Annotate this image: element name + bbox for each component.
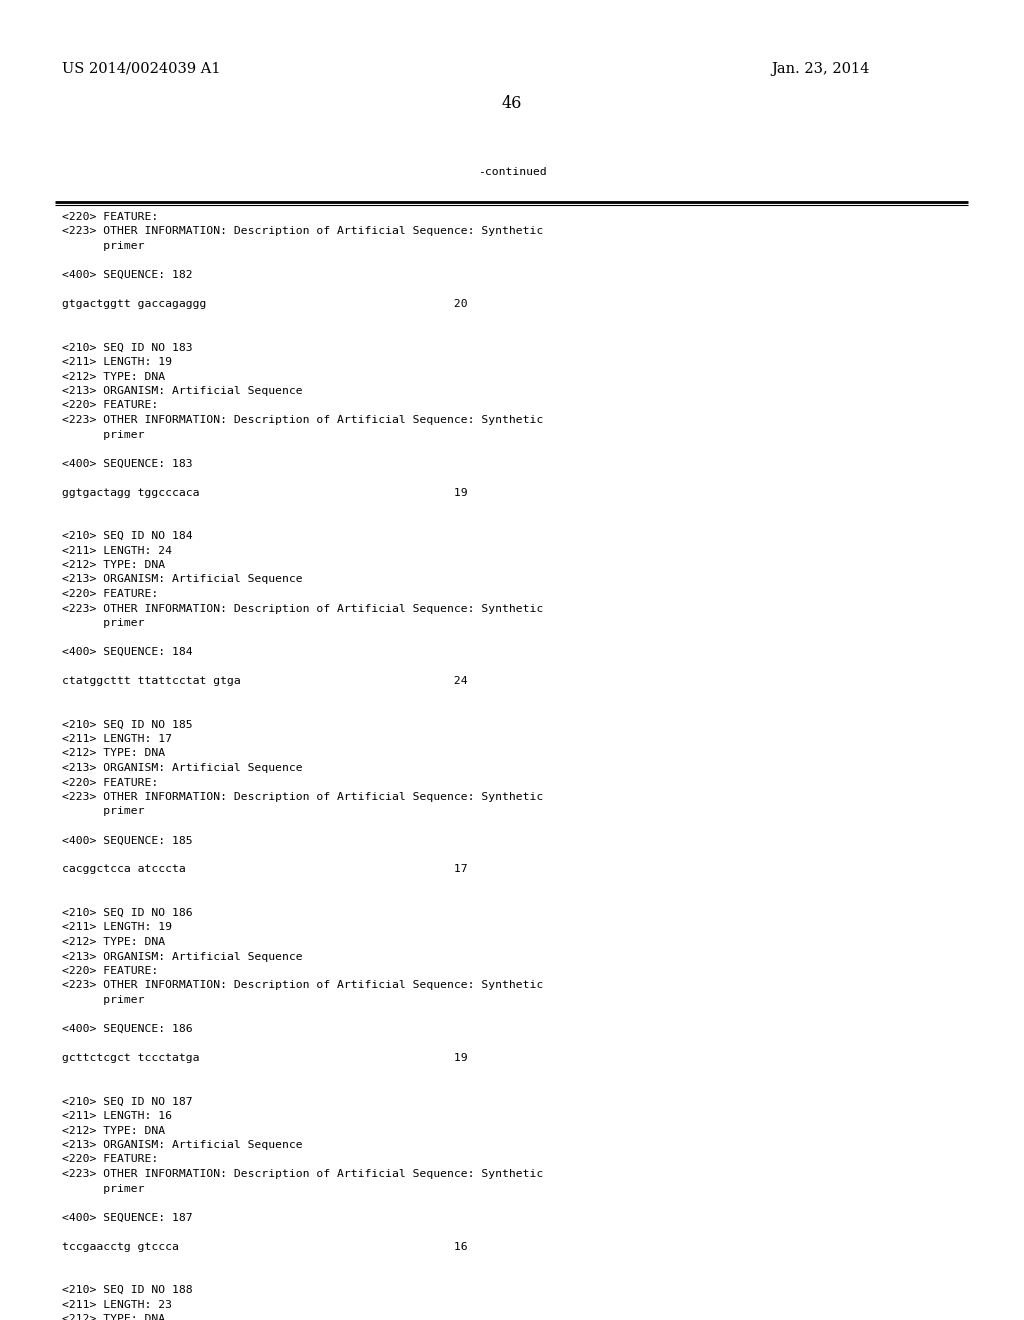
- Text: 46: 46: [502, 95, 522, 112]
- Text: primer: primer: [62, 1184, 144, 1193]
- Text: <223> OTHER INFORMATION: Description of Artificial Sequence: Synthetic: <223> OTHER INFORMATION: Description of …: [62, 414, 544, 425]
- Text: <220> FEATURE:: <220> FEATURE:: [62, 589, 159, 599]
- Text: tccgaacctg gtccca                                        16: tccgaacctg gtccca 16: [62, 1242, 468, 1251]
- Text: <400> SEQUENCE: 185: <400> SEQUENCE: 185: [62, 836, 193, 846]
- Text: <210> SEQ ID NO 184: <210> SEQ ID NO 184: [62, 531, 193, 541]
- Text: gcttctcgct tccctatga                                     19: gcttctcgct tccctatga 19: [62, 1053, 468, 1063]
- Text: <220> FEATURE:: <220> FEATURE:: [62, 777, 159, 788]
- Text: <213> ORGANISM: Artificial Sequence: <213> ORGANISM: Artificial Sequence: [62, 952, 303, 961]
- Text: <211> LENGTH: 16: <211> LENGTH: 16: [62, 1111, 172, 1121]
- Text: primer: primer: [62, 242, 144, 251]
- Text: <212> TYPE: DNA: <212> TYPE: DNA: [62, 560, 165, 570]
- Text: gtgactggtt gaccagaggg                                    20: gtgactggtt gaccagaggg 20: [62, 300, 468, 309]
- Text: <213> ORGANISM: Artificial Sequence: <213> ORGANISM: Artificial Sequence: [62, 385, 303, 396]
- Text: <213> ORGANISM: Artificial Sequence: <213> ORGANISM: Artificial Sequence: [62, 763, 303, 774]
- Text: <400> SEQUENCE: 184: <400> SEQUENCE: 184: [62, 647, 193, 657]
- Text: <212> TYPE: DNA: <212> TYPE: DNA: [62, 1126, 165, 1135]
- Text: primer: primer: [62, 995, 144, 1005]
- Text: <212> TYPE: DNA: <212> TYPE: DNA: [62, 1313, 165, 1320]
- Text: <211> LENGTH: 17: <211> LENGTH: 17: [62, 734, 172, 744]
- Text: <212> TYPE: DNA: <212> TYPE: DNA: [62, 371, 165, 381]
- Text: <223> OTHER INFORMATION: Description of Artificial Sequence: Synthetic: <223> OTHER INFORMATION: Description of …: [62, 603, 544, 614]
- Text: <223> OTHER INFORMATION: Description of Artificial Sequence: Synthetic: <223> OTHER INFORMATION: Description of …: [62, 792, 544, 803]
- Text: -continued: -continued: [477, 168, 547, 177]
- Text: <210> SEQ ID NO 183: <210> SEQ ID NO 183: [62, 342, 193, 352]
- Text: <220> FEATURE:: <220> FEATURE:: [62, 213, 159, 222]
- Text: <211> LENGTH: 24: <211> LENGTH: 24: [62, 545, 172, 556]
- Text: primer: primer: [62, 429, 144, 440]
- Text: <213> ORGANISM: Artificial Sequence: <213> ORGANISM: Artificial Sequence: [62, 574, 303, 585]
- Text: <210> SEQ ID NO 187: <210> SEQ ID NO 187: [62, 1097, 193, 1106]
- Text: ggtgactagg tggcccaca                                     19: ggtgactagg tggcccaca 19: [62, 487, 468, 498]
- Text: <211> LENGTH: 23: <211> LENGTH: 23: [62, 1299, 172, 1309]
- Text: <210> SEQ ID NO 185: <210> SEQ ID NO 185: [62, 719, 193, 730]
- Text: ctatggcttt ttattcctat gtga                               24: ctatggcttt ttattcctat gtga 24: [62, 676, 468, 686]
- Text: cacggctcca atcccta                                       17: cacggctcca atcccta 17: [62, 865, 468, 874]
- Text: primer: primer: [62, 807, 144, 817]
- Text: <210> SEQ ID NO 186: <210> SEQ ID NO 186: [62, 908, 193, 917]
- Text: <220> FEATURE:: <220> FEATURE:: [62, 1155, 159, 1164]
- Text: <223> OTHER INFORMATION: Description of Artificial Sequence: Synthetic: <223> OTHER INFORMATION: Description of …: [62, 227, 544, 236]
- Text: <400> SEQUENCE: 186: <400> SEQUENCE: 186: [62, 1024, 193, 1034]
- Text: <212> TYPE: DNA: <212> TYPE: DNA: [62, 748, 165, 759]
- Text: <213> ORGANISM: Artificial Sequence: <213> ORGANISM: Artificial Sequence: [62, 1140, 303, 1150]
- Text: <211> LENGTH: 19: <211> LENGTH: 19: [62, 356, 172, 367]
- Text: <210> SEQ ID NO 188: <210> SEQ ID NO 188: [62, 1284, 193, 1295]
- Text: <223> OTHER INFORMATION: Description of Artificial Sequence: Synthetic: <223> OTHER INFORMATION: Description of …: [62, 1170, 544, 1179]
- Text: <220> FEATURE:: <220> FEATURE:: [62, 400, 159, 411]
- Text: <220> FEATURE:: <220> FEATURE:: [62, 966, 159, 975]
- Text: Jan. 23, 2014: Jan. 23, 2014: [772, 62, 870, 77]
- Text: US 2014/0024039 A1: US 2014/0024039 A1: [62, 62, 220, 77]
- Text: <212> TYPE: DNA: <212> TYPE: DNA: [62, 937, 165, 946]
- Text: <400> SEQUENCE: 187: <400> SEQUENCE: 187: [62, 1213, 193, 1222]
- Text: primer: primer: [62, 618, 144, 628]
- Text: <211> LENGTH: 19: <211> LENGTH: 19: [62, 923, 172, 932]
- Text: <400> SEQUENCE: 182: <400> SEQUENCE: 182: [62, 271, 193, 280]
- Text: <400> SEQUENCE: 183: <400> SEQUENCE: 183: [62, 458, 193, 469]
- Text: <223> OTHER INFORMATION: Description of Artificial Sequence: Synthetic: <223> OTHER INFORMATION: Description of …: [62, 981, 544, 990]
